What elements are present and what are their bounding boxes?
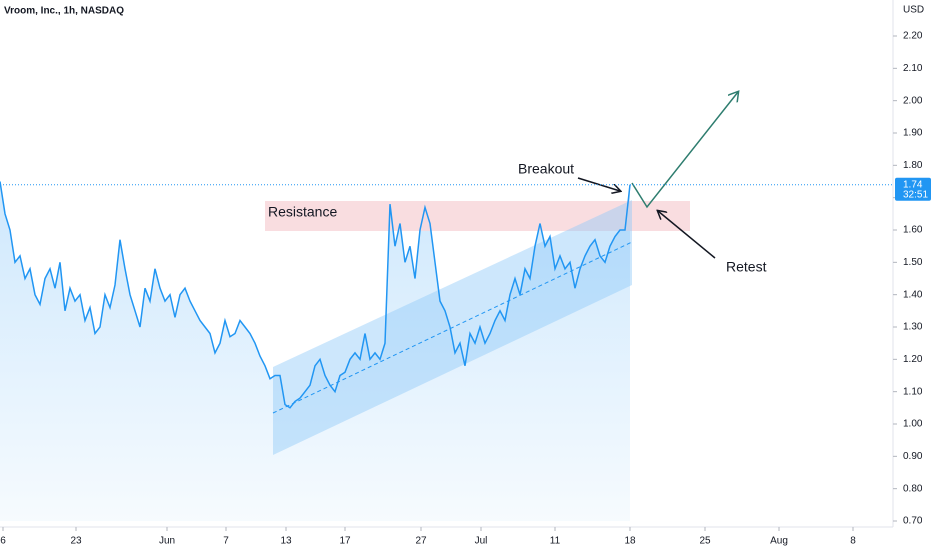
y-tick-label: 1.40 [903,289,923,300]
chart-title: Vroom, Inc., 1h, NASDAQ [4,6,124,17]
price-line [0,181,631,409]
y-tick-label: 2.10 [903,63,923,74]
y-tick-label: 2.20 [903,31,923,42]
breakout-arrow [577,177,620,191]
y-tick-label: 1.80 [903,160,923,171]
x-tick-label: Jun [159,536,175,547]
resistance-zone [265,201,690,231]
y-tick-label: 1.50 [903,257,923,268]
price-tag-value: 1.74 [903,179,923,190]
y-tick-label: 0.80 [903,483,923,494]
countdown: 32:51 [903,189,928,200]
y-tick-label: 0.90 [903,451,923,462]
x-tick-label: 23 [70,536,82,547]
y-tick-label: 1.60 [903,225,923,236]
x-tick-label: 25 [699,536,711,547]
y-tick-label: 1.10 [903,386,923,397]
retest-arrow [658,211,716,259]
retest-label: Retest [726,259,767,275]
y-tick-label: 0.70 [903,516,923,527]
price-tag [895,177,931,201]
x-tick-label: 13 [280,536,292,547]
x-tick-label: 8 [850,536,856,547]
area-layer [0,181,630,521]
x-tick-label: 27 [415,536,427,547]
currency-label: USD [903,5,924,16]
projection-arrow [631,92,738,209]
line-layer [0,181,631,409]
x-tick-label: Jul [475,536,488,547]
y-tick-label: 1.00 [903,419,923,430]
resistance-label: Resistance [268,204,337,220]
y-tick-label: 1.20 [903,354,923,365]
x-tick-label: 17 [339,536,351,547]
area [0,181,630,521]
x-tick-label: 6 [0,536,6,547]
y-tick-label: 2.00 [903,95,923,106]
x-tick-label: 11 [550,536,561,547]
y-tick-label: 1.30 [903,322,923,333]
x-tick-label: 18 [624,536,636,547]
breakout-label: Breakout [518,161,574,177]
y-tick-label: 1.90 [903,128,923,139]
x-tick-label: Aug [770,536,788,547]
x-tick-label: 7 [223,536,229,547]
